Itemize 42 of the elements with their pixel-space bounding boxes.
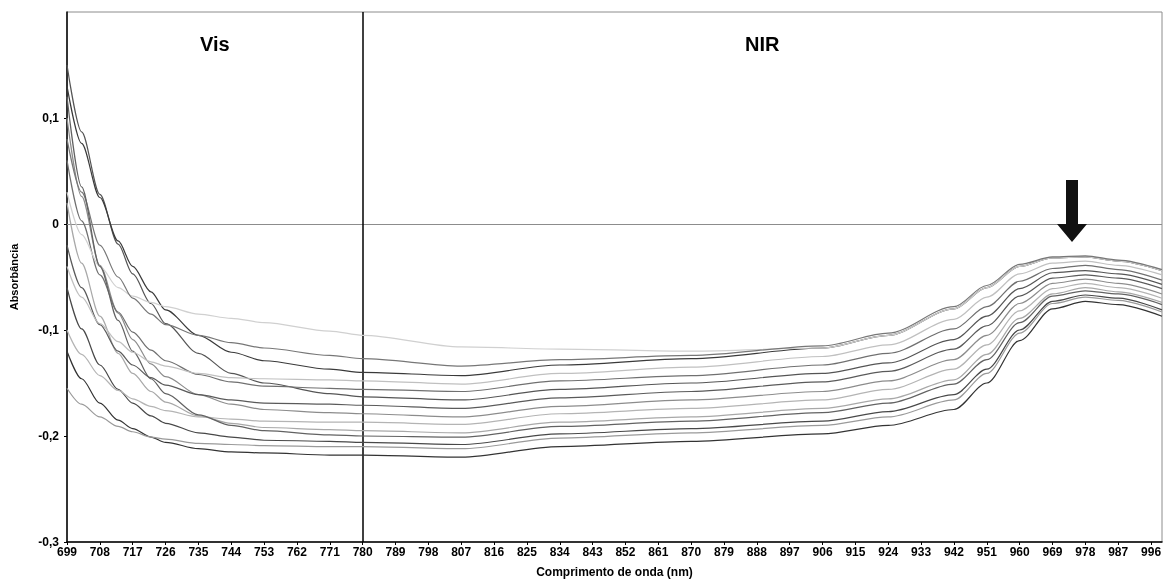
x-tick-label: 933 (911, 545, 932, 559)
x-tick-label: 798 (418, 545, 439, 559)
x-tick-label: 861 (648, 545, 669, 559)
x-tick-label: 762 (286, 545, 308, 559)
x-tick-label: 879 (713, 545, 735, 559)
x-tick-label: 735 (188, 545, 209, 559)
x-tick-label: 825 (516, 545, 538, 559)
x-tick-label: 753 (254, 545, 275, 559)
x-tick-label: 924 (878, 545, 899, 559)
x-tick-label: 996 (1141, 545, 1162, 559)
x-tick-label: 951 (976, 545, 998, 559)
x-tick-label: 906 (812, 545, 833, 559)
x-tick-label: 843 (582, 545, 603, 559)
x-tick-label: 942 (943, 545, 965, 559)
x-tick-label: 816 (484, 545, 505, 559)
x-tick-label: 726 (155, 545, 176, 559)
annotation: NIR (745, 33, 781, 55)
x-tick-label: 987 (1108, 545, 1129, 559)
x-tick-label: 960 (1009, 545, 1030, 559)
x-tick-label: 708 (89, 545, 111, 559)
x-tick-label: 717 (122, 545, 144, 559)
x-tick-label: 978 (1075, 545, 1096, 559)
x-tick-label: 771 (319, 545, 341, 559)
x-tick-label: 888 (746, 545, 768, 559)
y-tick-label: 0 (52, 217, 60, 231)
x-tick-label: 915 (845, 545, 866, 559)
x-tick-label: 969 (1042, 545, 1063, 559)
x-tick-label: 789 (385, 545, 406, 559)
y-tick-label: -0,1 (38, 323, 60, 337)
annotation: Vis (199, 33, 230, 55)
y-tick-label: 0,1 (42, 111, 60, 125)
x-axis-title: Comprimento de onda (nm) (536, 565, 693, 579)
x-tick-label: 780 (352, 545, 373, 559)
x-tick-label: 744 (221, 545, 242, 559)
x-tick-label: 897 (779, 545, 801, 559)
x-tick-label: 807 (451, 545, 472, 559)
x-tick-label: 870 (681, 545, 702, 559)
y-axis-title: Absorbância (7, 242, 20, 311)
x-tick-label: 699 (56, 545, 78, 559)
x-tick-label: 852 (615, 545, 636, 559)
x-tick-label: 834 (549, 545, 571, 559)
y-tick-label: -0,2 (38, 429, 60, 443)
